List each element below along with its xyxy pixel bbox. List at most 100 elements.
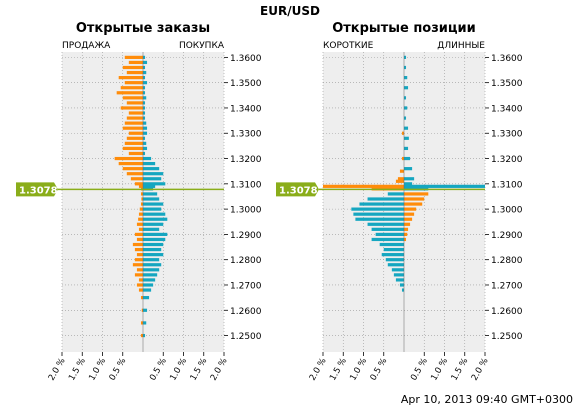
- bar: [399, 283, 404, 287]
- bar: [143, 167, 160, 171]
- bar: [134, 273, 143, 277]
- bar: [143, 212, 166, 216]
- bar: [138, 227, 143, 231]
- bar: [143, 232, 168, 237]
- bar: [126, 116, 143, 120]
- bar: [122, 146, 143, 151]
- bar: [118, 76, 143, 80]
- bar: [143, 288, 152, 292]
- bar: [143, 333, 146, 338]
- bar: [397, 177, 404, 181]
- bar: [404, 227, 409, 231]
- y-tick-label: 1.3300: [230, 130, 262, 140]
- price-tag: [16, 182, 58, 197]
- bar: [143, 222, 164, 226]
- x-tick-label: 1.0 %: [87, 357, 108, 383]
- y-tick-label: 1.3400: [491, 104, 523, 114]
- bar: [143, 106, 146, 110]
- bar: [143, 321, 147, 325]
- bar: [143, 192, 158, 196]
- chart-title: Открытые заказы: [76, 21, 210, 36]
- x-tick-label: 1.0 %: [168, 357, 189, 383]
- bar: [143, 308, 148, 312]
- side-label-left: КОРОТКИЕ: [323, 41, 374, 51]
- bar: [143, 81, 148, 85]
- bar: [124, 55, 143, 59]
- x-tick-label: 2.0 %: [308, 357, 329, 383]
- bar: [404, 197, 425, 201]
- bar: [387, 192, 404, 196]
- x-tick-label: 1.5 %: [450, 357, 471, 383]
- bar: [143, 242, 164, 247]
- bar: [404, 212, 415, 216]
- bar: [323, 184, 404, 188]
- bar: [128, 111, 143, 115]
- x-tick-label: 0.5 %: [409, 357, 430, 383]
- bar: [143, 172, 164, 176]
- bar: [139, 207, 143, 211]
- bar: [143, 60, 148, 65]
- bar: [404, 182, 413, 186]
- bar: [379, 242, 404, 247]
- bar: [120, 86, 143, 90]
- bar: [136, 283, 143, 287]
- x-tick-label: 0.5 %: [369, 357, 390, 383]
- bar: [140, 202, 143, 206]
- bar: [116, 91, 143, 95]
- bar: [124, 121, 143, 125]
- bar: [136, 268, 143, 272]
- bar: [140, 321, 143, 325]
- bar: [136, 253, 143, 257]
- bar: [114, 156, 143, 161]
- y-tick-label: 1.2500: [491, 332, 523, 342]
- x-tick-label: 1.5 %: [328, 357, 349, 383]
- y-tick-label: 1.3500: [230, 79, 262, 89]
- y-tick-label: 1.2800: [491, 256, 523, 266]
- bar: [143, 55, 146, 59]
- bar: [404, 55, 407, 59]
- bar: [120, 106, 143, 110]
- bar: [401, 288, 404, 292]
- bar: [404, 106, 408, 110]
- x-tick-label: 1.5 %: [67, 357, 88, 383]
- charts-layer: Открытые заказы ПРОДАЖА ПОКУПКА 1.2500 1.260…: [47, 21, 523, 383]
- bar: [355, 217, 404, 221]
- bar: [404, 167, 413, 171]
- bar: [401, 131, 404, 135]
- bar: [404, 232, 408, 237]
- currency-pair-title: EUR/USD: [260, 4, 320, 18]
- bar: [143, 76, 146, 80]
- bar: [351, 207, 404, 211]
- x-tick-label: 2.0 %: [47, 357, 68, 383]
- bar: [143, 131, 148, 135]
- bar: [138, 217, 143, 221]
- y-tick-label: 1.3300: [491, 130, 523, 140]
- bar: [143, 141, 147, 145]
- bar: [143, 207, 162, 211]
- bar: [371, 227, 404, 231]
- bar: [140, 333, 143, 338]
- bar: [130, 177, 143, 181]
- bar: [393, 273, 404, 277]
- bar: [134, 232, 143, 237]
- bar: [143, 296, 150, 300]
- bar: [143, 177, 162, 181]
- bar: [132, 242, 143, 247]
- bar: [143, 136, 146, 140]
- bar: [128, 151, 143, 156]
- bar: [143, 96, 147, 100]
- bar: [143, 91, 146, 95]
- price-tag-label: 1.3078: [279, 185, 318, 196]
- bar: [143, 278, 156, 282]
- bar: [143, 202, 164, 206]
- bar: [143, 263, 162, 267]
- bar: [143, 121, 147, 125]
- bar: [143, 227, 160, 231]
- bar: [126, 172, 143, 176]
- current-price-marker: 1.3078 1.3078: [16, 182, 485, 197]
- y-tick-label: 1.2900: [230, 231, 262, 241]
- y-tick-label: 1.3100: [491, 180, 523, 190]
- bar: [143, 156, 152, 161]
- bar: [401, 156, 404, 161]
